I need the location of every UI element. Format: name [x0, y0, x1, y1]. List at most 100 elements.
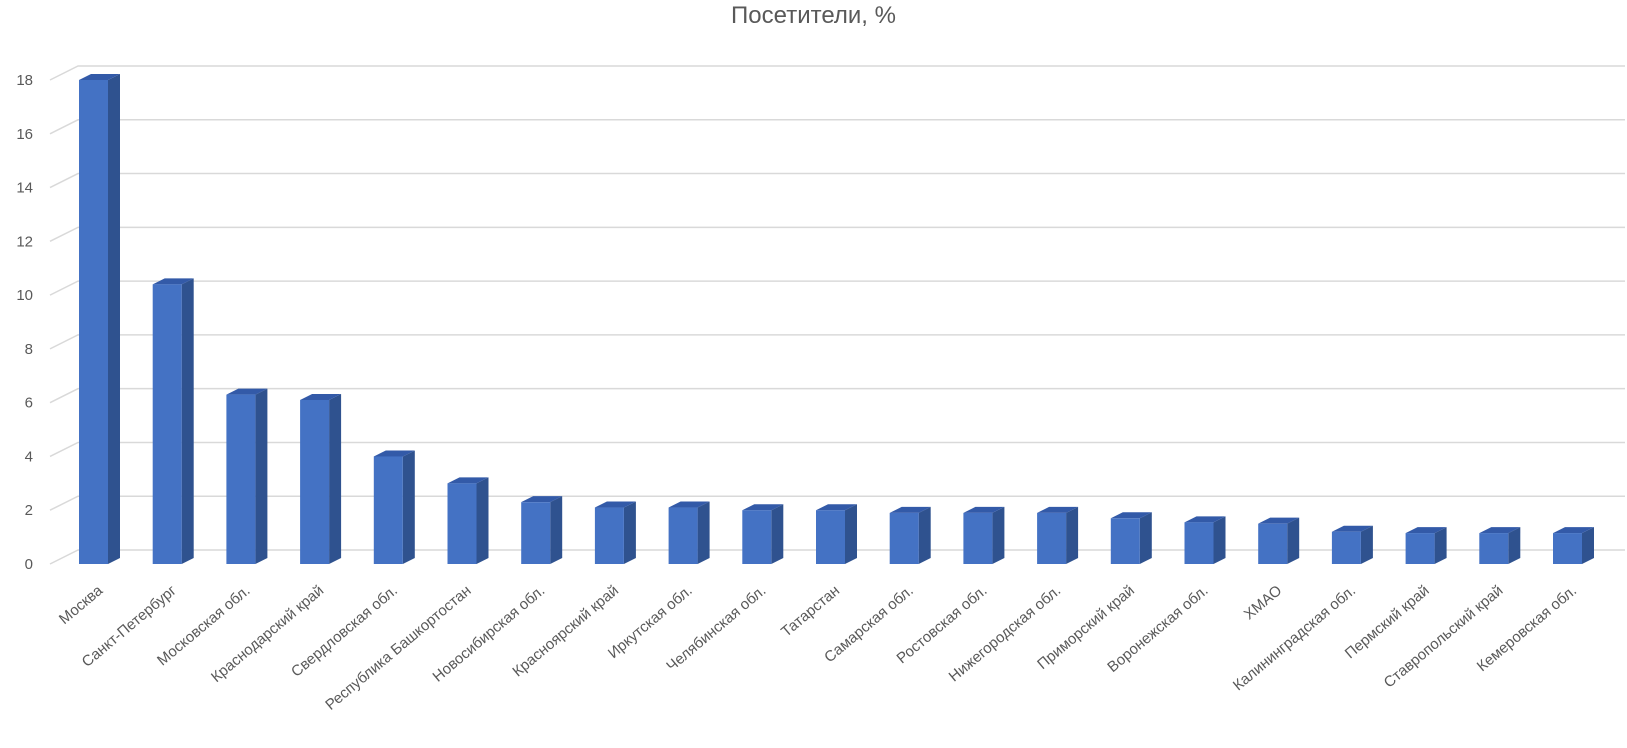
- bar-top: [1405, 527, 1447, 534]
- y-axis-ticks: 0 2 4 6 8 10 12 14 16 18: [16, 72, 33, 573]
- bar-side: [771, 504, 784, 564]
- gridline: [49, 65, 1625, 81]
- bar-top: [521, 496, 563, 503]
- bar-side: [1508, 527, 1521, 564]
- bar-top: [373, 450, 415, 457]
- bar: [1479, 527, 1521, 564]
- bar: [1331, 525, 1373, 564]
- gridline: [49, 119, 1625, 135]
- y-tick-label: 12: [16, 233, 33, 250]
- bar-side: [329, 393, 342, 564]
- x-tick-label: Татарстан: [778, 582, 843, 640]
- bar: [1037, 506, 1079, 564]
- bar-side: [550, 496, 563, 564]
- gridline: [49, 549, 1625, 565]
- y-tick-label: 6: [25, 395, 33, 412]
- bar-top: [889, 506, 931, 513]
- bar-top: [300, 393, 342, 400]
- y-tick-label: 14: [16, 180, 33, 197]
- gridline: [49, 280, 1625, 296]
- bar-front: [668, 507, 698, 564]
- bar-front: [152, 284, 182, 564]
- bar: [1110, 512, 1152, 564]
- bar: [963, 506, 1005, 564]
- bar-side: [992, 506, 1005, 564]
- bar-front: [226, 394, 256, 564]
- bar: [521, 496, 563, 564]
- bar: [742, 504, 784, 564]
- bar-front: [1331, 531, 1361, 564]
- bar-top: [963, 506, 1005, 513]
- bar-front: [79, 80, 108, 564]
- y-tick-label: 4: [25, 448, 33, 465]
- x-tick-label: Ставропольский край: [1381, 582, 1507, 691]
- y-tick-label: 18: [16, 72, 33, 89]
- bar-front: [373, 456, 403, 564]
- bar: [1184, 516, 1226, 564]
- gridline: [49, 495, 1625, 511]
- bar-top: [1110, 512, 1152, 519]
- bar-front: [300, 399, 330, 564]
- x-tick-label: Калининградская обл.: [1230, 582, 1359, 694]
- bar: [373, 450, 415, 564]
- bar: [152, 278, 194, 564]
- bar-front: [1258, 523, 1288, 564]
- bar-front: [521, 502, 551, 564]
- bar-front: [1553, 533, 1582, 564]
- bar-top: [1037, 506, 1079, 513]
- bar: [816, 504, 857, 564]
- bar-top: [1258, 517, 1300, 524]
- bar-top: [816, 504, 857, 511]
- bar-top: [1184, 516, 1226, 523]
- bar-front: [816, 510, 845, 564]
- bar-top: [1331, 525, 1373, 532]
- gridline: [49, 441, 1625, 458]
- bar-front: [1479, 533, 1509, 564]
- bar-top: [226, 388, 268, 395]
- bar-side: [1139, 512, 1152, 564]
- y-tick-label: 16: [16, 126, 33, 143]
- bar-side: [181, 278, 194, 564]
- bar-side: [1066, 506, 1079, 564]
- x-tick-label: ХМАО: [1241, 582, 1286, 623]
- bar-side: [845, 504, 857, 564]
- bars-layer: [79, 74, 1594, 564]
- bar-top: [447, 477, 489, 484]
- bar-top: [668, 501, 710, 508]
- bar: [889, 506, 931, 564]
- bar-side: [1287, 517, 1300, 564]
- bar-side: [918, 506, 931, 564]
- y-tick-label: 2: [25, 502, 33, 519]
- bar-top: [1553, 527, 1594, 534]
- bar-front: [1184, 522, 1214, 564]
- bar-side: [697, 501, 710, 564]
- bar-top: [594, 501, 636, 508]
- bar: [668, 501, 710, 564]
- bar: [226, 388, 268, 564]
- bar: [79, 74, 120, 564]
- bar-top: [1479, 527, 1521, 534]
- bar-side: [1582, 527, 1594, 564]
- bar-side: [476, 477, 489, 564]
- bar: [594, 501, 636, 564]
- bar-front: [1110, 518, 1140, 564]
- bar-top: [742, 504, 784, 511]
- bar: [1258, 517, 1300, 564]
- bar-side: [255, 388, 268, 564]
- bar-front: [1405, 533, 1435, 564]
- gridline: [49, 334, 1625, 350]
- y-tick-label: 8: [25, 341, 33, 358]
- grid-layer: [49, 65, 1625, 565]
- bar-front: [963, 512, 993, 564]
- bar-front: [447, 483, 477, 564]
- bar-side: [108, 74, 120, 564]
- gridline: [49, 226, 1625, 243]
- bar-side: [623, 501, 636, 564]
- bar-front: [889, 512, 919, 564]
- bar-front: [1037, 512, 1067, 564]
- bar-side: [402, 450, 415, 564]
- bar: [1405, 527, 1447, 564]
- x-tick-label: Республика Башкортостан: [322, 582, 474, 714]
- bar: [447, 477, 489, 564]
